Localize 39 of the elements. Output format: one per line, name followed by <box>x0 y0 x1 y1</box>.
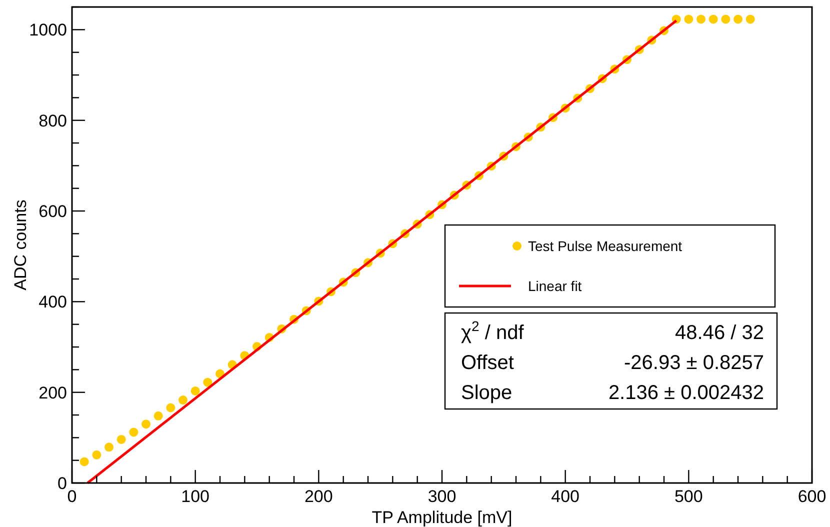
legend-label: Linear fit <box>528 278 582 294</box>
x-axis-title: TP Amplitude [mV] <box>372 508 512 527</box>
x-tick-label: 400 <box>551 487 580 506</box>
legend-label: Test Pulse Measurement <box>528 238 682 254</box>
point <box>92 450 102 460</box>
y-axis-title: ADC counts <box>11 200 30 290</box>
point <box>734 14 742 24</box>
point <box>104 442 114 452</box>
x-tick-label: 100 <box>181 487 210 506</box>
x-tick-label: 500 <box>674 487 703 506</box>
y-tick-label: 600 <box>38 202 67 221</box>
point <box>708 14 718 24</box>
point <box>721 14 730 24</box>
x-tick-label: 200 <box>304 487 333 506</box>
point <box>166 403 176 412</box>
point <box>190 386 200 396</box>
point <box>154 411 163 420</box>
annotation: 2.136 ± 0.002432 <box>608 382 764 404</box>
annotation: -26.93 ± 0.8257 <box>624 352 764 374</box>
point <box>142 420 150 429</box>
y-tick-label: 400 <box>38 292 67 312</box>
point <box>129 428 138 437</box>
annotation: 48.46 / 32 <box>675 322 764 344</box>
annotation: χ$^{2}$ / ndf <box>461 318 524 344</box>
annotation: Slope <box>461 382 512 404</box>
y-tick-label: 800 <box>38 111 67 130</box>
y-tick-label: 200 <box>38 383 67 402</box>
annotation: Offset <box>461 352 514 374</box>
point <box>178 396 188 405</box>
point <box>80 457 89 466</box>
x-tick-label: 600 <box>798 487 826 506</box>
point <box>684 14 694 24</box>
point <box>696 14 706 24</box>
point <box>746 14 755 24</box>
y-tick-label: 1000 <box>29 20 67 40</box>
x-tick-label: 300 <box>428 487 456 506</box>
point <box>203 378 212 387</box>
point <box>116 434 126 444</box>
y-tick-label: 0 <box>58 474 67 493</box>
